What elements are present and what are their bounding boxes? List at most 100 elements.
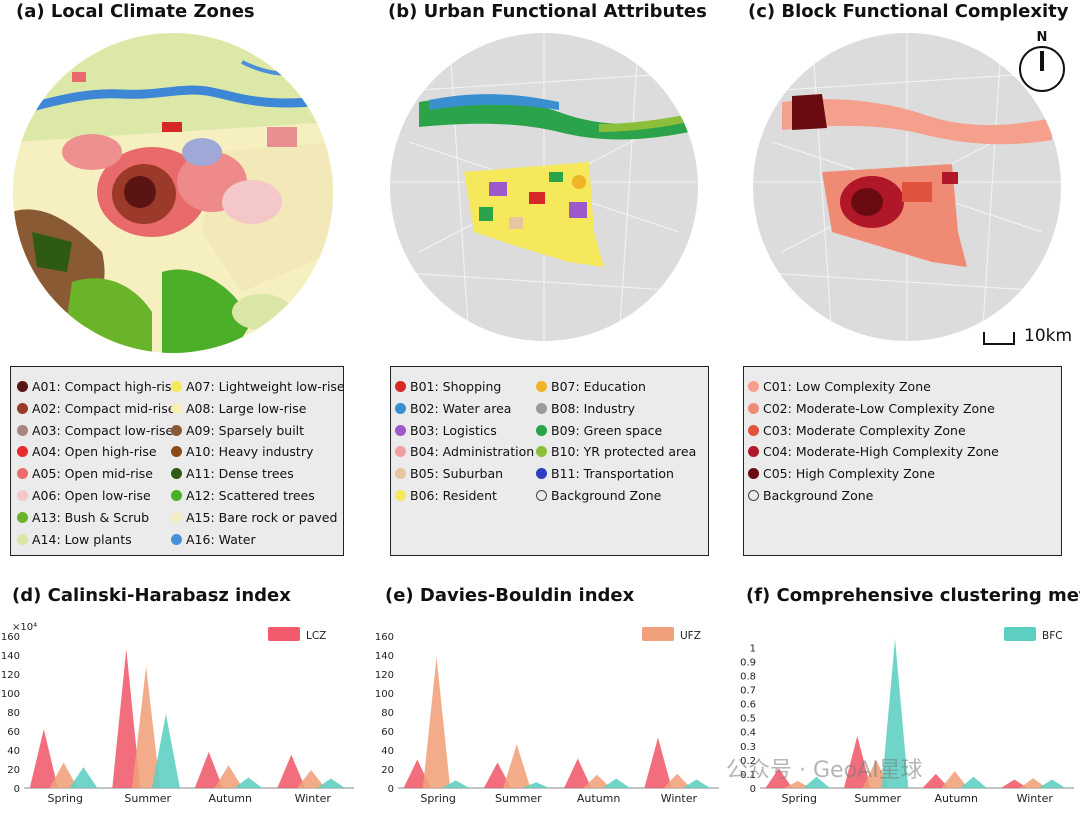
y-tick-label: 0.3 (740, 742, 756, 753)
legend-swatch (748, 402, 759, 414)
legend-label: B01: Shopping (410, 379, 502, 394)
ufz-map-svg (390, 33, 698, 341)
legend-swatch (536, 381, 547, 392)
y-tick-label: 80 (7, 708, 20, 719)
legend-swatch (536, 424, 547, 436)
legend-item: A10: Heavy industry (171, 444, 313, 459)
bfc-map (752, 32, 1062, 346)
peak-lcz-winter (644, 737, 672, 788)
legend-item: A09: Sparsely built (171, 423, 304, 438)
y-tick-label: 80 (381, 708, 394, 719)
y-tick-label: 0 (750, 784, 756, 795)
peak-lcz-summer (843, 735, 871, 788)
legend-swatch (17, 511, 28, 523)
legend-label: B05: Suburban (410, 466, 504, 482)
legend-item: A06: Open low-rise (17, 488, 151, 503)
legend-item: B03: Logistics (395, 423, 497, 438)
legend-label: A02: Compact mid-rise (32, 400, 176, 416)
legend-label: UFZ (680, 630, 701, 642)
ufz-legend: B01: Shopping B02: Water area B03: Logisti… (390, 366, 709, 556)
panel-f-title: (f) Comprehensive clustering metric (746, 585, 1080, 606)
legend-label: BFC (1042, 630, 1063, 642)
legend-swatch (171, 424, 182, 436)
peak-lcz-summer (483, 762, 512, 788)
chart-comprehensive-metric: 0 0.1 0.2 0.3 0.4 0.5 0.6 0.7 0.8 0.9 1 Spring Summe… (730, 618, 1080, 816)
peak-bfc-spring (69, 767, 98, 788)
legend-label: A11: Dense trees (186, 466, 294, 482)
legend-item: A07: Lightweight low-rise (171, 379, 345, 394)
legend-label: C01: Low Complexity Zone (763, 379, 931, 394)
peak-ufz-winter (663, 773, 691, 788)
peak-lcz-winter (277, 754, 306, 788)
x-tick-label: Spring (48, 792, 84, 805)
y-tick-label: 0 (388, 784, 394, 795)
scale-bar: 10km (982, 326, 1080, 352)
panel-d-title: (d) Calinski-Harabasz index (12, 585, 291, 606)
legend-swatch (171, 468, 182, 480)
y-tick-label: 40 (7, 746, 20, 757)
y-tick-label: 100 (1, 689, 20, 700)
legend-swatch (171, 446, 182, 458)
ufz-map (389, 32, 699, 346)
legend-swatch (748, 490, 759, 501)
peak-ufz-spring (784, 780, 812, 788)
y-tick-label: 0.9 (740, 657, 756, 668)
legend-label: B06: Resident (410, 488, 497, 503)
legend-swatch (536, 402, 547, 414)
peak-ufz-autumn (941, 771, 969, 788)
peak-ufz-autumn (214, 765, 243, 788)
peak-lcz-autumn (194, 751, 223, 788)
legend-item: A08: Large low-rise (171, 401, 306, 416)
legend-item: B01: Shopping (395, 379, 501, 394)
x-tick-label: Autumn (935, 792, 978, 805)
x-tick-label: Spring (782, 792, 818, 805)
y-tick-label: 100 (375, 689, 394, 700)
y-tick-label: 40 (381, 746, 394, 757)
legend-label: A16: Water (186, 531, 256, 547)
legend-swatch (395, 490, 406, 501)
y-tick-label: 0 (14, 784, 20, 795)
legend-label: A09: Sparsely built (186, 422, 305, 438)
chart-davies-bouldin: 0 20 40 60 80 100 120 140 160 Spring Summer Autumn W… (370, 618, 725, 816)
legend-swatch (17, 468, 28, 480)
legend-label: C04: Moderate-High Complexity Zone (763, 444, 999, 460)
chart-calinski-harabasz: 0 20 40 60 80 100 120 140 160 Spring Summer Autumn W… (0, 618, 360, 816)
y-tick-label: 0.8 (740, 671, 756, 682)
peak-ufz-winter (297, 769, 326, 788)
legend-label: A06: Open low-rise (32, 488, 151, 503)
peak-ufz-spring (49, 762, 78, 788)
legend-swatch (171, 490, 182, 501)
y-tick-label: 0.1 (740, 770, 756, 781)
legend-swatch (171, 402, 182, 414)
legend-swatch (642, 627, 674, 641)
peak-lcz-autumn (564, 758, 592, 788)
legend-label: A14: Low plants (32, 531, 132, 547)
legend-label: Background Zone (763, 488, 874, 503)
legend-label: A15: Bare rock or paved (186, 509, 338, 525)
legend-swatch (536, 468, 547, 480)
legend-item: B10: YR protected area (536, 444, 696, 459)
peak-ufz-spring (422, 656, 451, 788)
watermark: 公众号 · GeoAI星球 (726, 758, 923, 783)
peak-ufz-summer (132, 666, 161, 788)
north-arrow: N (1018, 30, 1066, 97)
legend-swatch (395, 402, 406, 414)
lcz-legend: A01: Compact high-rise A07: Lightweight l… (10, 366, 345, 556)
peak-lcz-winter (1000, 779, 1028, 788)
panel-e-title: (e) Davies-Bouldin index (385, 585, 635, 606)
legend-item: B08: Industry (536, 401, 635, 416)
legend-item: A16: Water (171, 532, 256, 547)
legend-swatch (748, 468, 759, 480)
y-tick-label: 120 (375, 670, 394, 681)
legend-label: A05: Open mid-rise (32, 466, 153, 482)
x-tick-label: Autumn (209, 792, 252, 805)
legend-label: C02: Moderate-Low Complexity Zone (763, 400, 995, 416)
x-tick-label: Autumn (577, 792, 620, 805)
legend-swatch (171, 511, 182, 523)
legend-label: B02: Water area (410, 400, 512, 416)
peak-lcz-spring (765, 768, 793, 788)
x-tick-label: Summer (495, 792, 542, 805)
x-tick-label: Spring (420, 792, 456, 805)
legend-item: B06: Resident (395, 488, 497, 503)
legend-label: Background Zone (551, 488, 662, 503)
